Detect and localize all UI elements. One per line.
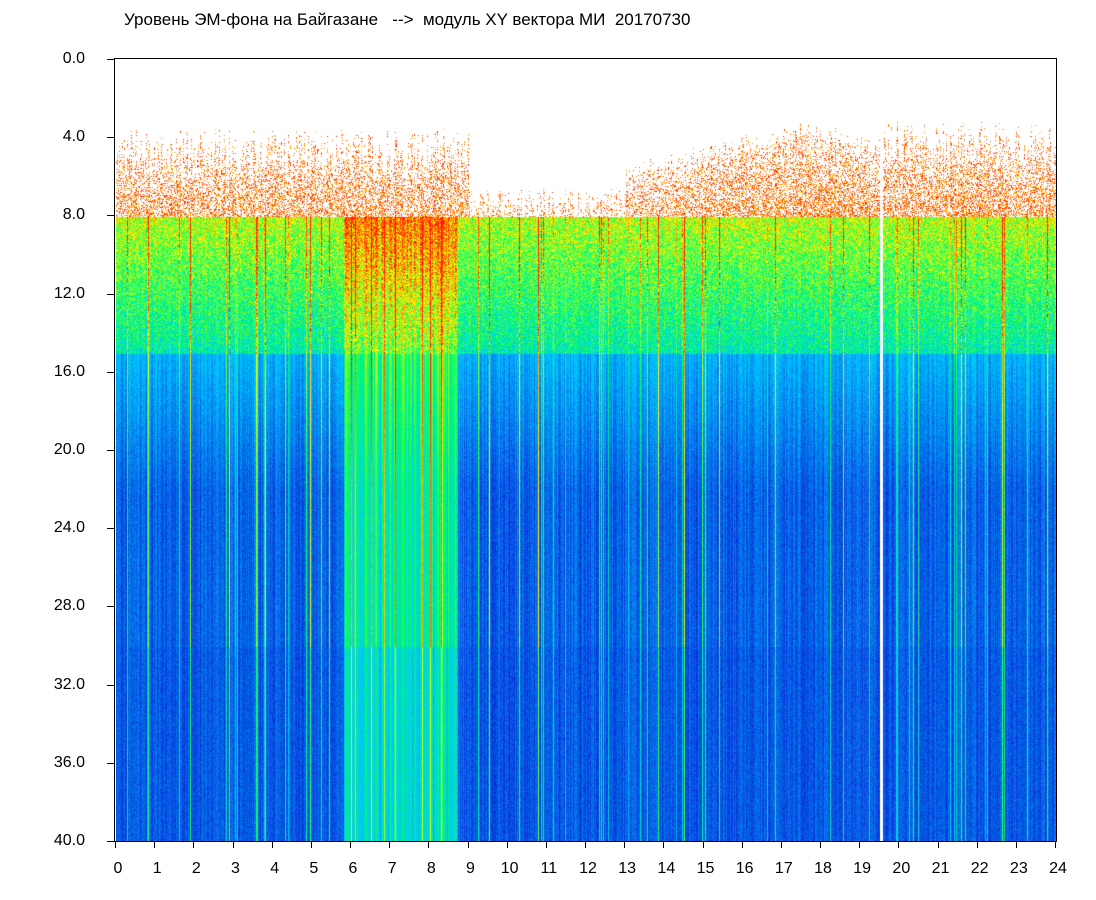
x-tick-mark: [741, 842, 743, 848]
x-tick-label: 4: [270, 860, 280, 877]
y-tick-label: 24.0: [53, 519, 85, 537]
x-tick-mark: [585, 842, 586, 848]
x-tick-mark: [271, 842, 273, 848]
y-tick-mark: [107, 762, 114, 764]
y-tick-mark: [107, 841, 114, 842]
x-tick-label: 2: [191, 860, 201, 877]
x-tick-mark: [1015, 842, 1017, 848]
y-tick-label: 20.0: [53, 441, 85, 458]
x-tick-label: 21: [931, 860, 950, 877]
x-tick-mark: [624, 842, 626, 848]
y-tick-mark: [107, 137, 114, 139]
x-tick-mark: [428, 842, 430, 848]
x-tick-label: 11: [540, 860, 558, 877]
x-tick-mark: [702, 842, 704, 848]
x-tick-mark: [545, 842, 547, 848]
x-tick-label: 20: [892, 860, 911, 877]
x-tick-mark: [467, 842, 469, 848]
y-tick-label: 40.0: [53, 832, 85, 849]
x-tick-label: 5: [309, 860, 319, 877]
x-tick-label: 24: [1049, 860, 1067, 877]
x-tick-label: 6: [348, 860, 358, 877]
x-tick-mark: [780, 842, 782, 848]
y-tick-label: 8.0: [62, 206, 85, 224]
x-tick-mark: [350, 842, 351, 848]
spectrogram-canvas: [116, 60, 1056, 841]
y-tick-mark: [107, 293, 114, 295]
y-tick-mark: [107, 606, 114, 608]
x-tick-mark: [820, 842, 821, 848]
x-tick-label: 13: [618, 860, 637, 877]
x-tick-mark: [232, 842, 234, 848]
y-tick-mark: [107, 684, 114, 686]
plot-area: [114, 58, 1057, 842]
y-tick-mark: [107, 59, 114, 60]
x-tick-label: 23: [1009, 860, 1028, 877]
x-tick-label: 0: [113, 860, 123, 877]
y-tick-mark: [107, 450, 114, 451]
y-tick-mark: [107, 371, 114, 373]
x-tick-mark: [1055, 842, 1056, 848]
x-tick-mark: [154, 842, 156, 848]
x-tick-mark: [859, 842, 861, 848]
y-tick-label: 12.0: [53, 284, 85, 302]
x-tick-mark: [389, 842, 391, 848]
x-tick-mark: [193, 842, 195, 848]
x-tick-mark: [506, 842, 508, 848]
x-tick-label: 18: [814, 860, 832, 877]
x-tick-label: 9: [466, 860, 475, 877]
x-tick-label: 3: [231, 860, 240, 877]
x-tick-label: 16: [735, 860, 754, 877]
x-tick-mark: [310, 842, 312, 848]
x-tick-label: 22: [970, 860, 989, 877]
y-tick-label: 32.0: [53, 675, 85, 693]
x-tick-label: 14: [657, 860, 676, 877]
y-tick-label: 0.0: [62, 50, 85, 67]
x-tick-label: 7: [387, 860, 397, 877]
x-tick-mark: [663, 842, 665, 848]
x-tick-label: 8: [426, 860, 436, 877]
x-tick-label: 15: [696, 860, 715, 877]
x-tick-mark: [976, 842, 978, 848]
chart-title: Уровень ЭМ-фона на Байгазане --> модуль …: [124, 10, 691, 29]
x-tick-mark: [937, 842, 939, 848]
x-tick-mark: [115, 842, 116, 848]
y-tick-label: 36.0: [53, 753, 85, 771]
y-tick-label: 16.0: [53, 362, 85, 380]
x-tick-label: 17: [774, 860, 793, 877]
x-tick-label: 10: [500, 860, 519, 877]
y-tick-mark: [107, 215, 114, 217]
y-tick-label: 28.0: [53, 597, 85, 615]
x-tick-mark: [898, 842, 900, 848]
x-tick-label: 19: [853, 860, 872, 877]
x-tick-label: 1: [152, 860, 162, 877]
y-tick-label: 4.0: [62, 128, 85, 146]
y-tick-mark: [107, 528, 114, 530]
x-tick-label: 12: [579, 860, 597, 877]
